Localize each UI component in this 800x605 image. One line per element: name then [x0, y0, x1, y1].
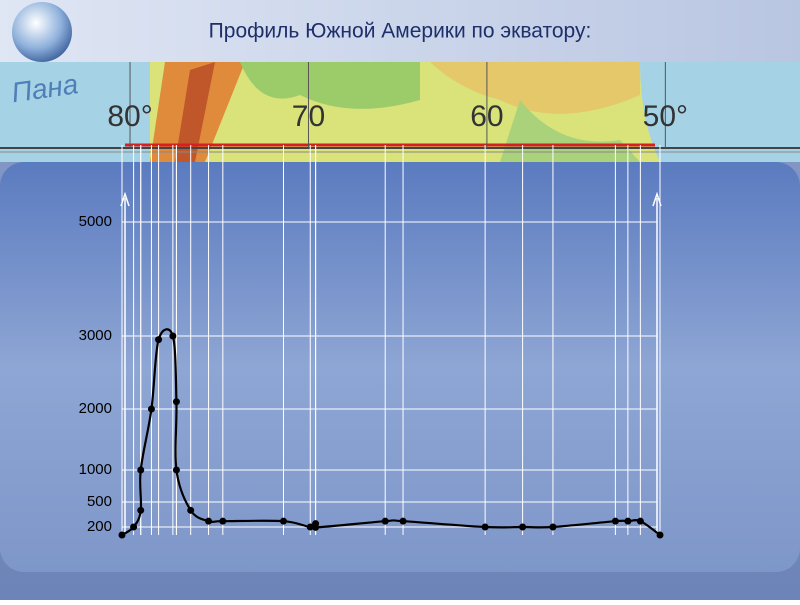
- profile-point: [481, 523, 489, 531]
- profile-point: [306, 523, 314, 531]
- x-tick-label: 60: [470, 100, 503, 133]
- y-tick-label: 5000: [79, 213, 112, 230]
- map-strip: [0, 62, 800, 162]
- profile-point: [130, 523, 138, 531]
- profile-point: [172, 466, 180, 474]
- y-tick-label: 3000: [79, 327, 112, 344]
- y-tick-label: 2000: [79, 400, 112, 417]
- header-band: [0, 0, 800, 62]
- profile-point: [381, 517, 389, 525]
- profile-point: [172, 398, 180, 406]
- axis-arrow: [652, 191, 662, 207]
- profile-point: [205, 517, 213, 525]
- profile-point: [147, 405, 155, 413]
- profile-point: [636, 517, 644, 525]
- chart-title: Профиль Южной Америки по экватору:: [209, 20, 592, 43]
- profile-point: [137, 466, 145, 474]
- y-tick-label: 500: [87, 493, 112, 510]
- profile-point: [624, 517, 632, 525]
- x-tick-label: 70: [292, 100, 325, 133]
- profile-point: [399, 517, 407, 525]
- profile-point: [656, 531, 664, 539]
- profile-point: [118, 531, 126, 539]
- y-tick-label: 1000: [79, 461, 112, 478]
- profile-point: [137, 506, 145, 514]
- profile-point: [155, 336, 163, 344]
- profile-point: [549, 523, 557, 531]
- globe-icon: [12, 2, 72, 62]
- axis-arrow: [120, 191, 130, 207]
- profile-point: [519, 523, 527, 531]
- profile-point: [187, 506, 195, 514]
- profile-point: [611, 517, 619, 525]
- x-tick-label: 80°: [107, 100, 152, 133]
- y-tick-label: 200: [87, 518, 112, 535]
- chart-panel: [0, 162, 800, 572]
- x-tick-label: 50°: [643, 100, 688, 133]
- profile-point: [312, 523, 320, 531]
- profile-point: [169, 332, 177, 340]
- profile-point: [279, 517, 287, 525]
- profile-point: [219, 517, 227, 525]
